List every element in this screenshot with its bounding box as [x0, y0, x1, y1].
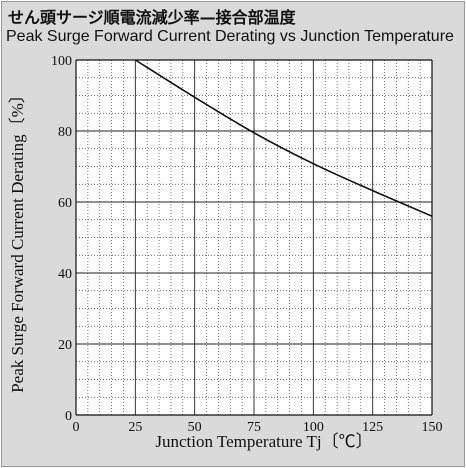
x-tick-label: 100	[303, 420, 324, 435]
y-tick-label: 80	[58, 125, 72, 140]
y-tick-label: 100	[51, 54, 72, 69]
y-tick-label: 20	[58, 338, 72, 353]
x-tick-label: 150	[422, 420, 443, 435]
derating-curve	[134, 59, 433, 217]
x-tick-label: 25	[128, 420, 142, 435]
chart-title-en: Peak Surge Forward Current Derating vs J…	[6, 28, 454, 45]
x-tick-label: 75	[247, 420, 261, 435]
grid	[75, 59, 433, 416]
y-tick-label: 40	[58, 267, 72, 282]
tick-labels: 0 25 50 75 100 125 150 0 20 40 60 80 100	[51, 54, 443, 435]
x-tick-label: 0	[73, 420, 80, 435]
y-tick-label: 60	[58, 196, 72, 211]
chart-title-jp: せん頭サージ順電流減少率—接合部温度	[8, 8, 296, 27]
y-axis-label: Peak Surge Forward Current Derating〔%〕	[8, 86, 27, 393]
y-tick-label: 0	[65, 409, 72, 424]
x-tick-label: 125	[362, 420, 383, 435]
x-tick-label: 50	[188, 420, 202, 435]
x-axis-label: Junction Temperature Tj〔℃〕	[155, 432, 372, 451]
